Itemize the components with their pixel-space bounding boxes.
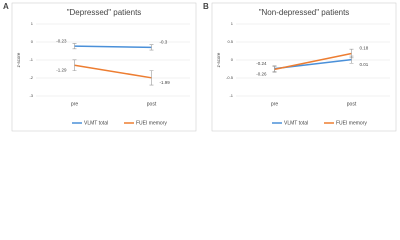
legend-label: FUEI memory [136,120,167,126]
data-label: -1.29 [56,67,67,72]
y-tick-label: -0.5 [226,75,234,80]
series-line [74,64,152,79]
y-tick-label: 0.5 [227,39,233,44]
panel-frame [211,2,397,132]
y-tick-label: -1 [29,57,33,62]
panel-label: A [3,2,9,11]
data-label: -0.3 [160,40,168,45]
error-bar [349,48,354,59]
figure: A "Depressed" patients z-score -3 -2 -1 0 1 pre p… [3,2,397,132]
error-bar [149,70,154,86]
data-label: 0.01 [360,62,369,67]
y-axis-label: z-score [216,52,221,67]
chart-title: "Non-depressed" patients [259,8,350,17]
legend-label: VLMT total [284,120,308,126]
panel-frame [11,2,197,132]
legend-label: VLMT total [84,120,108,126]
x-tick-label: post [147,101,157,107]
y-tick-label: 1 [31,21,34,26]
legend-label: FUEI memory [336,120,367,126]
series-line [74,45,152,49]
data-label: 0.18 [360,46,369,51]
y-tick-label: -3 [29,93,33,98]
y-tick-label: -1 [229,93,233,98]
series-line [274,52,352,71]
data-label: -0.23 [56,38,67,43]
error-bar [149,44,154,51]
y-tick-label: -2 [29,75,33,80]
error-bar [272,66,277,73]
y-axis-label: z-score [16,52,21,67]
y-tick-label: 0 [31,39,34,44]
x-tick-label: pre [271,101,278,107]
x-tick-label: post [347,101,357,107]
y-tick-label: 0 [231,57,234,62]
error-bar [72,59,77,71]
data-label: -0.24 [256,61,267,66]
x-tick-label: pre [71,101,78,107]
data-label: -1.99 [160,80,171,85]
data-label: -0.26 [256,72,267,77]
chart-title: "Depressed" patients [67,8,142,17]
error-bar [72,43,77,50]
y-tick-label: 1 [231,21,234,26]
panel-label: B [203,2,209,11]
